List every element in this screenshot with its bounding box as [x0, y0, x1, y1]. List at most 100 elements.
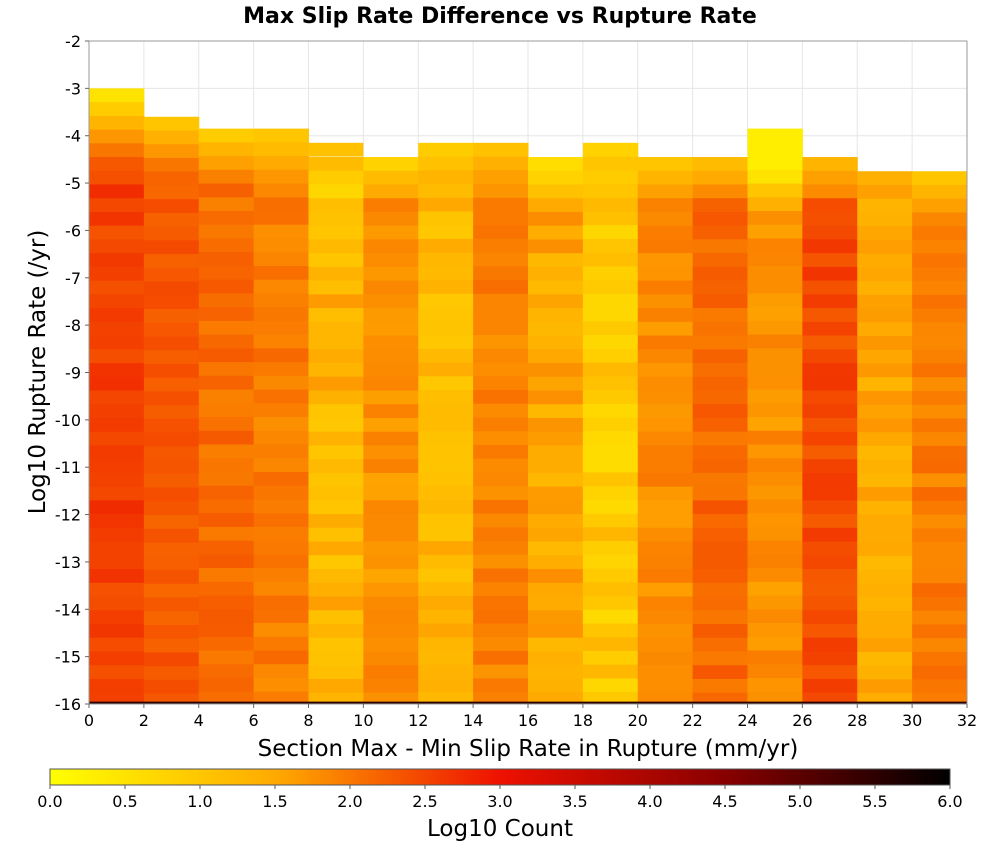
heatmap-cell: [308, 514, 364, 529]
heatmap-cell: [308, 142, 364, 157]
heatmap-cell: [802, 211, 858, 227]
heatmap-cell: [308, 678, 364, 694]
heatmap-cell: [308, 363, 364, 378]
heatmap-cell: [692, 321, 748, 337]
heatmap-cell: [418, 568, 474, 583]
heatmap-cell: [198, 526, 255, 542]
heatmap-cell: [747, 348, 803, 363]
heatmap-cell: [363, 541, 419, 556]
heatmap-cell: [692, 665, 748, 680]
x-tick-label: 28: [847, 711, 867, 730]
heatmap-cell: [363, 280, 419, 295]
heatmap-cell: [692, 363, 748, 378]
heatmap-cell: [912, 583, 967, 598]
heatmap-cell: [637, 266, 694, 282]
heatmap-cell: [912, 665, 967, 680]
heatmap-cell: [912, 171, 967, 186]
heatmap-cell: [912, 404, 967, 419]
heatmap-cell: [802, 637, 858, 652]
heatmap-cell: [582, 650, 639, 666]
heatmap-cell: [582, 156, 639, 171]
heatmap-cell: [473, 582, 529, 597]
heatmap-cell: [363, 486, 419, 501]
heatmap-cell: [637, 527, 694, 543]
heatmap-cell: [473, 252, 529, 267]
heatmap-cell: [528, 294, 584, 309]
heatmap-cell: [418, 582, 474, 597]
heatmap-cell: [253, 458, 309, 473]
heatmap-cell: [692, 459, 748, 474]
heatmap-cell: [857, 308, 913, 323]
heatmap-cell: [363, 569, 419, 584]
heatmap-cell: [582, 348, 639, 364]
heatmap-cell: [198, 197, 255, 212]
heatmap-cell: [473, 238, 529, 254]
heatmap-cell: [308, 445, 364, 460]
heatmap-cell: [692, 225, 748, 240]
heatmap-cell: [418, 293, 474, 309]
heatmap-cell: [802, 678, 858, 694]
heatmap-cell: [528, 678, 584, 694]
heatmap-cell: [692, 253, 748, 268]
heatmap-cell: [747, 156, 803, 171]
heatmap-cell: [802, 445, 858, 460]
heatmap-cell: [418, 472, 474, 487]
heatmap-cell: [582, 293, 639, 309]
heatmap-cell: [198, 307, 255, 322]
heatmap-cell: [143, 226, 200, 241]
heatmap-cell: [747, 224, 803, 239]
heatmap-cell: [198, 334, 255, 349]
heatmap-cell: [308, 527, 364, 543]
heatmap-cell: [198, 389, 255, 404]
heatmap-cell: [143, 460, 200, 475]
heatmap-cell: [418, 142, 474, 158]
heatmap-cell: [528, 569, 584, 584]
heatmap-cell: [89, 308, 145, 323]
heatmap-cell: [637, 514, 694, 529]
heatmap-cell: [418, 596, 474, 611]
heatmap-cell: [473, 197, 529, 212]
heatmap-cell: [857, 267, 913, 282]
heatmap-cell: [528, 184, 584, 199]
heatmap-cell: [582, 513, 639, 528]
heatmap-cell: [528, 170, 584, 185]
heatmap-cell: [418, 376, 474, 391]
heatmap-cell: [692, 239, 748, 254]
heatmap-cell: [473, 403, 529, 418]
heatmap-cell: [473, 527, 529, 542]
heatmap-cell: [89, 431, 145, 446]
y-tick-label: -15: [55, 648, 81, 667]
heatmap-cell: [692, 651, 748, 666]
heatmap-cell: [637, 239, 694, 254]
heatmap-cell: [363, 678, 419, 694]
heatmap-cell: [89, 637, 145, 652]
heatmap-cell: [418, 541, 474, 556]
heatmap-cell: [692, 514, 748, 529]
heatmap-cell: [253, 568, 309, 583]
heatmap-cell: [363, 266, 419, 282]
heatmap-cell: [528, 459, 584, 474]
heatmap-cell: [528, 596, 584, 611]
heatmap-cell: [912, 500, 967, 516]
heatmap-cell: [418, 499, 474, 515]
heatmap-cell: [747, 334, 803, 349]
heatmap-cell: [582, 582, 639, 597]
y-tick-label: -10: [55, 411, 81, 430]
heatmap-cell: [692, 500, 748, 515]
heatmap-cell: [747, 609, 803, 624]
heatmap-cell: [747, 197, 803, 212]
heatmap-cell: [253, 348, 309, 363]
heatmap-cell: [253, 142, 309, 157]
heatmap-cell: [89, 253, 145, 268]
heatmap-cell: [418, 156, 474, 171]
heatmap-cell: [473, 513, 529, 528]
heatmap-cell: [802, 500, 858, 515]
heatmap-cell: [692, 431, 748, 446]
heatmap-cell: [473, 541, 529, 556]
heatmap-cell: [308, 376, 364, 391]
heatmap-cell: [912, 198, 967, 213]
heatmap-cell: [143, 254, 200, 269]
heatmap-cell: [637, 486, 694, 501]
heatmap-cell: [857, 542, 913, 557]
heatmap-cell: [582, 568, 639, 583]
